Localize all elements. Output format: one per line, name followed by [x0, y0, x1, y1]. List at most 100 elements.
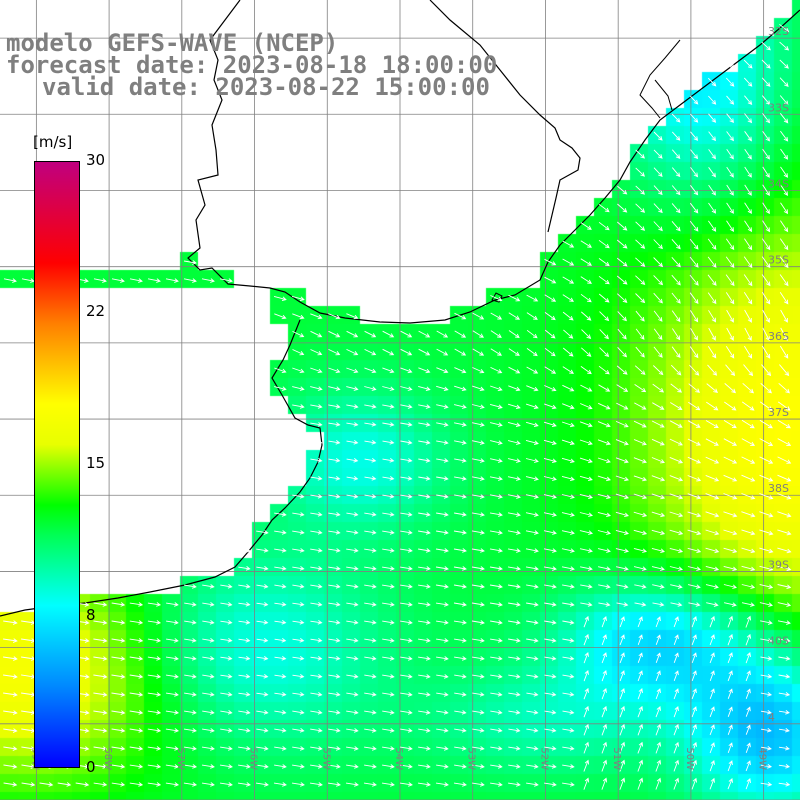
- wind-arrow: [490, 782, 503, 787]
- wind-arrow: [777, 584, 792, 590]
- wind-arrow: [761, 95, 771, 106]
- wind-arrow: [526, 638, 539, 643]
- wind-arrow: [583, 615, 589, 628]
- wind-arrow: [147, 746, 162, 751]
- model-title: modelo GEFS-WAVE (NCEP): [6, 29, 339, 57]
- wind-arrow: [744, 220, 753, 233]
- wind-arrow: [673, 616, 679, 628]
- wind-arrow: [201, 782, 215, 787]
- wind-arrow: [741, 602, 755, 607]
- wind-arrow: [561, 475, 575, 482]
- wind-arrow: [435, 548, 449, 553]
- wind-arrow: [526, 584, 539, 589]
- wind-arrow: [597, 421, 611, 428]
- wind-arrow: [579, 457, 593, 464]
- wind-arrow: [364, 566, 377, 571]
- wind-arrow: [691, 724, 697, 736]
- wind-arrow: [745, 760, 751, 772]
- wind-arrow: [673, 670, 679, 682]
- wind-arrow: [688, 401, 701, 411]
- wind-arrow: [583, 652, 589, 664]
- wind-arrow: [526, 312, 538, 320]
- wind-arrow: [726, 166, 734, 178]
- wind-arrow: [777, 493, 792, 500]
- wind-arrow: [615, 548, 630, 553]
- wind-arrow: [364, 584, 377, 589]
- wind-arrow: [743, 274, 753, 287]
- wind-arrow: [671, 167, 681, 178]
- wind-arrow: [760, 692, 773, 697]
- wind-arrow: [653, 257, 664, 268]
- wind-arrow: [111, 728, 126, 733]
- wind-arrow: [561, 548, 575, 553]
- wind-arrow: [93, 620, 108, 625]
- wind-arrow: [292, 710, 305, 715]
- wind-arrow: [292, 330, 305, 338]
- wind-arrow: [472, 764, 485, 769]
- wind-arrow: [418, 404, 431, 409]
- wind-arrow: [778, 764, 791, 769]
- wind-arrow: [490, 385, 503, 392]
- wind-arrow: [580, 222, 592, 230]
- wind-arrow: [274, 602, 287, 607]
- wind-arrow: [543, 457, 557, 463]
- wind-arrow: [601, 616, 607, 628]
- wind-arrow: [508, 674, 521, 679]
- wind-arrow: [544, 764, 557, 769]
- wind-arrow: [453, 620, 467, 625]
- wind-arrow: [382, 494, 395, 499]
- wind-arrow: [655, 616, 661, 628]
- wind-arrow: [147, 710, 162, 715]
- wind-arrow: [637, 688, 643, 700]
- wind-arrow: [543, 548, 557, 553]
- wind-arrow: [778, 638, 791, 643]
- wind-arrow: [708, 327, 716, 341]
- wind-arrow: [634, 365, 646, 375]
- wind-arrow: [364, 494, 377, 499]
- wind-arrow: [454, 764, 467, 769]
- wind-arrow: [726, 131, 734, 142]
- wind-arrow: [745, 633, 752, 646]
- wind-arrow: [727, 670, 733, 682]
- wind-arrow: [202, 602, 215, 607]
- wind-arrow: [238, 584, 251, 589]
- wind-arrow: [669, 475, 684, 482]
- wind-arrow: [759, 584, 774, 590]
- wind-arrow: [598, 365, 610, 375]
- wind-arrow: [777, 547, 792, 554]
- wind-arrow: [238, 674, 251, 679]
- wind-arrow: [3, 278, 17, 283]
- wind-arrow: [651, 420, 665, 428]
- wind-arrow: [726, 184, 734, 196]
- wind-arrow: [454, 728, 467, 733]
- wind-arrow: [328, 692, 341, 697]
- wind-arrow: [726, 149, 734, 160]
- wind-arrow: [525, 566, 539, 571]
- wind-arrow: [544, 710, 557, 715]
- wind-arrow: [310, 620, 323, 625]
- wind-arrow: [691, 688, 697, 700]
- wind-arrow: [671, 203, 681, 214]
- wind-arrow: [709, 706, 715, 718]
- wind-arrow: [364, 764, 377, 769]
- wind-arrow: [544, 385, 557, 392]
- wind-arrow: [583, 687, 589, 700]
- wind-arrow: [3, 674, 18, 679]
- wind-arrow: [761, 274, 771, 287]
- wind-arrow: [652, 402, 665, 410]
- wind-arrow: [759, 547, 774, 554]
- wind-arrow: [508, 656, 521, 661]
- wind-arrow: [635, 239, 646, 249]
- wind-arrow: [777, 511, 792, 518]
- brazil-coast: [429, 0, 581, 233]
- wind-arrow: [543, 566, 557, 571]
- wind-arrow: [93, 746, 108, 751]
- wind-arrow: [165, 746, 180, 751]
- wind-arrow: [619, 777, 626, 790]
- wind-arrow: [310, 692, 323, 697]
- wind-arrow: [673, 723, 679, 736]
- wind-arrow: [745, 742, 751, 753]
- wind-arrow: [111, 746, 126, 751]
- wind-arrow: [705, 511, 720, 518]
- wind-arrow: [364, 656, 377, 661]
